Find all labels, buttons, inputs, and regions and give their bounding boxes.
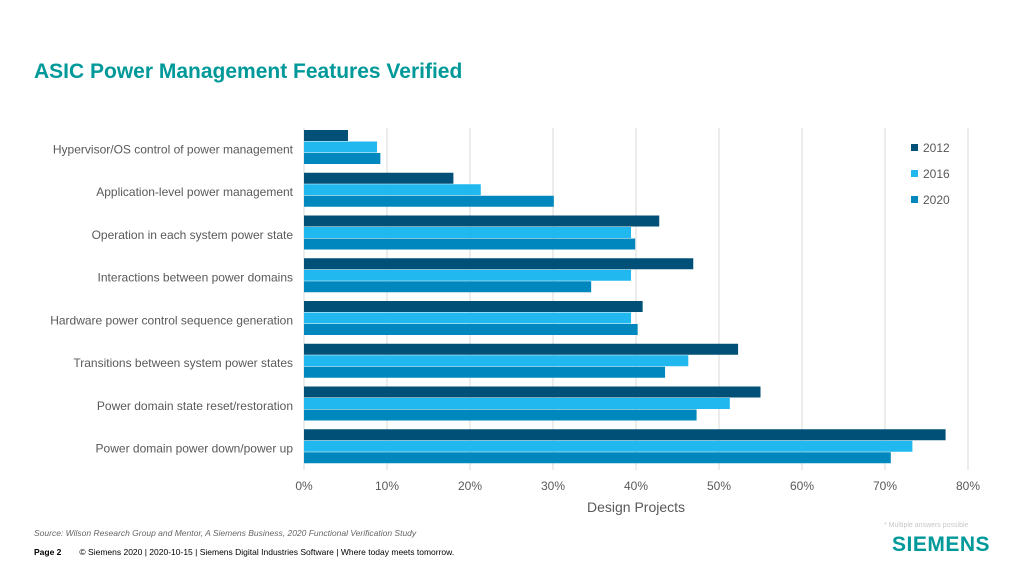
source-note: Source: Wilson Research Group and Mentor… <box>34 528 417 538</box>
category-label: Hardware power control sequence generati… <box>50 313 293 327</box>
siemens-logo: SIEMENS <box>892 533 991 556</box>
category-label: Transitions between system power states <box>73 356 293 370</box>
bar-2016 <box>304 227 632 238</box>
bar-2016 <box>304 141 378 153</box>
x-tick-label: 10% <box>375 479 399 493</box>
bar-2012 <box>304 301 643 312</box>
category-label: Power domain state reset/restoration <box>97 399 293 413</box>
legend-swatch-2016 <box>911 170 918 177</box>
x-tick-label: 60% <box>790 479 814 493</box>
bar-2012 <box>304 258 694 270</box>
bar-2016 <box>304 269 632 281</box>
bar-2020 <box>304 366 666 378</box>
footnote: * Multiple answers possible <box>884 522 969 529</box>
bar-2020 <box>304 324 638 335</box>
bar-2020 <box>304 452 891 464</box>
legend-label-2012: 2012 <box>923 141 950 155</box>
legend-swatch-2012 <box>911 144 918 151</box>
x-tick-label: 0% <box>295 479 313 493</box>
bar-2020 <box>304 195 554 207</box>
legend-swatch-2020 <box>911 196 918 203</box>
bar-2012 <box>304 130 348 141</box>
category-label: Interactions between power domains <box>98 271 293 285</box>
x-tick-label: 50% <box>707 479 731 493</box>
bar-2012 <box>304 172 454 184</box>
category-label: Operation in each system power state <box>92 228 294 242</box>
x-axis-title: Design Projects <box>587 499 685 515</box>
bar-2020 <box>304 281 592 293</box>
category-label: Application-level power management <box>96 185 293 199</box>
legend: 2012 2016 2020 <box>911 141 950 207</box>
bar-2016 <box>304 184 481 196</box>
footer: Page 2 © Siemens 2020 | 2020-10-15 | Siem… <box>34 547 454 557</box>
bar-2012 <box>304 215 660 227</box>
x-tick-label: 40% <box>624 479 648 493</box>
category-label: Hypervisor/OS control of power managemen… <box>53 142 294 156</box>
bar-2020 <box>304 238 636 250</box>
x-tick-label: 80% <box>956 479 980 493</box>
page-number: Page 2 <box>34 547 62 557</box>
bar-2016 <box>304 312 632 324</box>
bar-2016 <box>304 440 913 452</box>
x-tick-labels: 0% 10% 20% 30% 40% 50% 60% 70% 80% <box>295 479 980 493</box>
slide-title: ASIC Power Management Features Verified <box>34 60 463 83</box>
bars <box>304 130 946 464</box>
category-labels: Hypervisor/OS control of power managemen… <box>50 142 293 455</box>
legend-label-2016: 2016 <box>923 167 950 181</box>
x-tick-label: 70% <box>873 479 897 493</box>
legend-label-2020: 2020 <box>923 193 950 207</box>
bar-2012 <box>304 343 739 355</box>
bar-2016 <box>304 355 689 367</box>
category-label: Power domain power down/power up <box>96 442 294 456</box>
bar-2012 <box>304 386 761 398</box>
bar-2020 <box>304 409 697 421</box>
footer-copyright: © Siemens 2020 | 2020-10-15 | Siemens Di… <box>79 547 455 557</box>
bar-2016 <box>304 398 730 409</box>
bar-2012 <box>304 429 946 441</box>
x-tick-label: 30% <box>541 479 565 493</box>
x-tick-label: 20% <box>458 479 482 493</box>
bar-2020 <box>304 153 381 164</box>
